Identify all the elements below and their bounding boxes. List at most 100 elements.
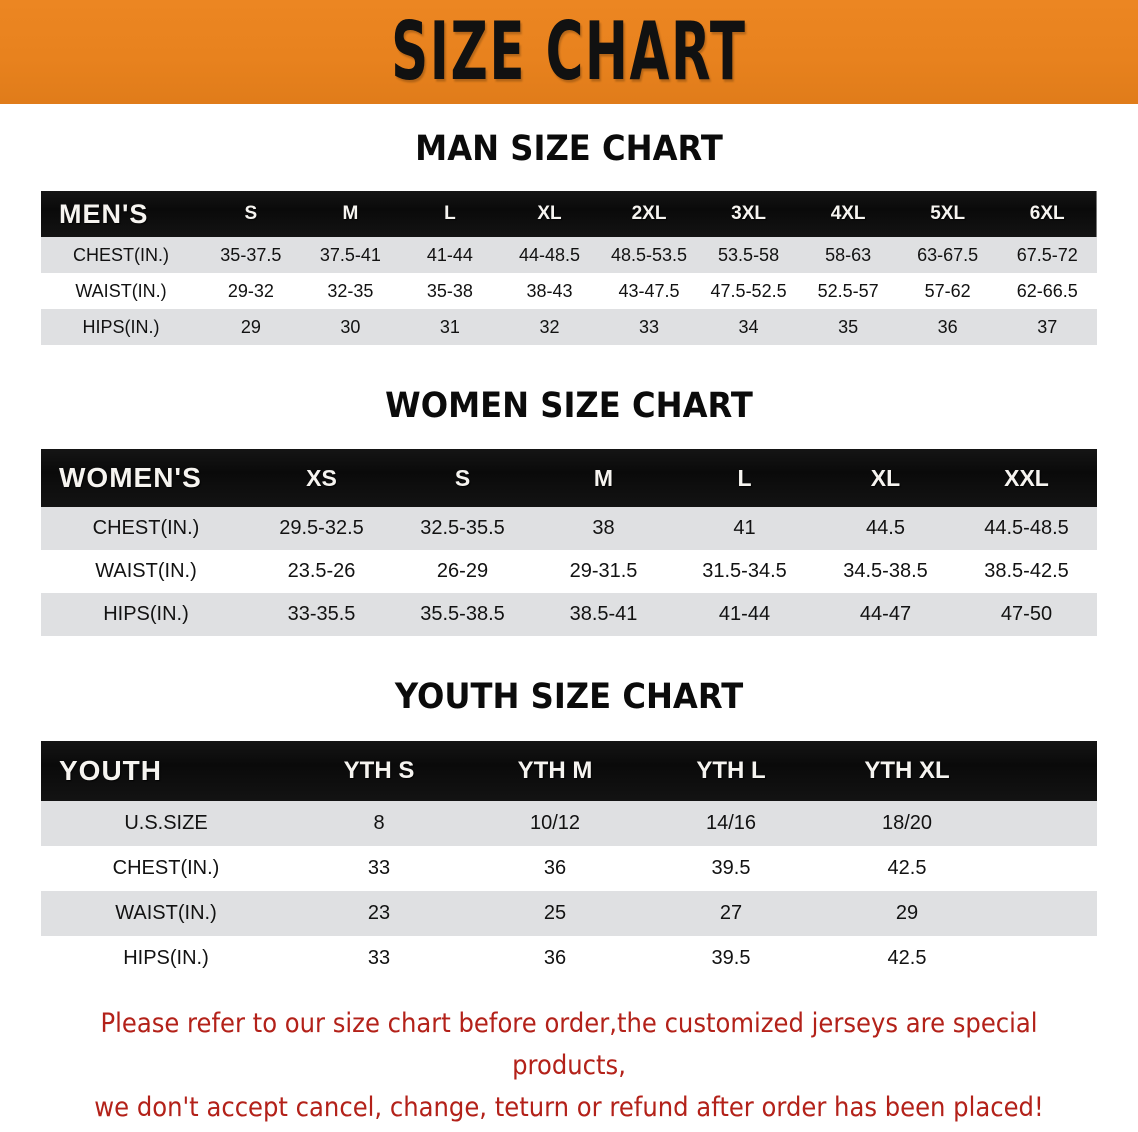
men-cell-0-1: 37.5-41: [319, 244, 381, 265]
women-cell-1-3: 31.5-34.5: [702, 560, 787, 582]
men-header-row: MEN'S S M L XL 2XL 3XL 4XL 5XL 6XL: [41, 191, 1097, 237]
table-row: CHEST(IN.) 33 36 39.5 42.5: [41, 846, 1097, 891]
women-col-5: XXL: [1004, 464, 1049, 491]
men-cell-1-1: 32-35: [327, 280, 374, 301]
women-cell-2-4: 44-47: [859, 603, 912, 625]
men-row-1-label: WAIST(IN.): [75, 280, 167, 301]
youth-size-chart-heading: YOUTH SIZE CHART: [394, 677, 744, 717]
youth-col-3: YTH XL: [864, 757, 950, 784]
table-row: CHEST(IN.) 35-37.5 37.5-41 41-44 44-48.5…: [41, 237, 1097, 273]
women-cell-2-1: 35.5-38.5: [420, 603, 505, 625]
youth-size-table: YOUTH YTH S YTH M YTH L YTH XL U.S.SIZE …: [41, 741, 1097, 981]
women-cell-2-5: 47-50: [1000, 603, 1053, 625]
man-size-chart-heading: MAN SIZE CHART: [415, 129, 723, 169]
women-cell-1-5: 38.5-42.5: [984, 560, 1069, 582]
youth-row-2-label: WAIST(IN.): [115, 902, 217, 924]
youth-col-4: [995, 741, 1097, 801]
women-cell-2-3: 41-44: [718, 603, 771, 625]
women-col-1: S: [454, 464, 471, 491]
women-cell-2-0: 33-35.5: [287, 603, 356, 625]
women-cell-2-2: 38.5-41: [569, 603, 638, 625]
women-size-chart-heading: WOMEN SIZE CHART: [385, 386, 753, 426]
men-cell-0-0: 35-37.5: [220, 244, 282, 265]
men-cell-1-3: 38-43: [526, 280, 573, 301]
table-row: HIPS(IN.) 29 30 31 32 33 34 35 36 37: [41, 309, 1097, 345]
youth-cell-1-4: [995, 846, 1097, 891]
youth-cell-2-1: 25: [543, 902, 567, 924]
women-row-1-label: WAIST(IN.): [95, 560, 197, 582]
men-cell-2-3: 32: [539, 316, 560, 337]
women-cell-0-5: 44.5-48.5: [984, 517, 1069, 539]
men-cell-0-6: 58-63: [825, 244, 872, 265]
table-row: CHEST(IN.) 29.5-32.5 32.5-35.5 38 41 44.…: [41, 507, 1097, 550]
women-col-4: XL: [870, 464, 901, 491]
men-cell-0-3: 44-48.5: [518, 244, 580, 265]
women-row-2-label: HIPS(IN.): [103, 603, 189, 625]
youth-table-header: YOUTH YTH S YTH M YTH L YTH XL: [41, 741, 1097, 801]
men-cell-2-4: 33: [639, 316, 660, 337]
men-cell-2-5: 34: [738, 316, 759, 337]
women-cell-1-1: 26-29: [436, 560, 489, 582]
men-cell-2-0: 29: [240, 316, 261, 337]
men-cell-1-7: 57-62: [924, 280, 971, 301]
youth-cell-2-2: 27: [719, 902, 743, 924]
men-col-3: XL: [537, 203, 562, 224]
youth-cell-1-3: 42.5: [887, 857, 927, 879]
youth-cell-3-4: [995, 936, 1097, 981]
youth-cell-0-0: 8: [373, 812, 385, 834]
youth-cell-0-2: 14/16: [705, 812, 757, 834]
women-col-0: XS: [306, 464, 337, 491]
men-corner-label: MEN'S: [59, 198, 149, 229]
men-table-header: MEN'S S M L XL 2XL 3XL 4XL 5XL 6XL: [41, 191, 1097, 237]
youth-cell-3-3: 42.5: [887, 947, 927, 969]
women-table-body: CHEST(IN.) 29.5-32.5 32.5-35.5 38 41 44.…: [41, 507, 1097, 636]
men-cell-1-6: 52.5-57: [817, 280, 879, 301]
youth-col-1: YTH M: [517, 757, 593, 784]
men-col-2: L: [444, 203, 456, 224]
men-cell-1-8: 62-66.5: [1016, 280, 1078, 301]
page-title: SIZE CHART: [391, 4, 747, 99]
youth-header-row: YOUTH YTH S YTH M YTH L YTH XL: [41, 741, 1097, 801]
youth-cell-2-0: 23: [367, 902, 391, 924]
youth-row-1-label: CHEST(IN.): [112, 857, 220, 879]
youth-table-body: U.S.SIZE 8 10/12 14/16 18/20 CHEST(IN.) …: [41, 801, 1097, 981]
youth-cell-0-3: 18/20: [881, 812, 933, 834]
men-row-2-label: HIPS(IN.): [82, 316, 160, 337]
men-cell-2-2: 31: [439, 316, 460, 337]
men-col-0: S: [244, 203, 258, 224]
men-col-4: 2XL: [631, 203, 667, 224]
men-cell-0-4: 48.5-53.5: [610, 244, 688, 265]
men-cell-2-7: 36: [937, 316, 958, 337]
men-cell-1-4: 43-47.5: [618, 280, 680, 301]
men-row-0-label: CHEST(IN.): [73, 244, 170, 265]
men-cell-1-2: 35-38: [426, 280, 473, 301]
youth-cell-3-2: 39.5: [711, 947, 751, 969]
table-row: U.S.SIZE 8 10/12 14/16 18/20: [41, 801, 1097, 846]
men-cell-0-7: 63-67.5: [917, 244, 979, 265]
women-table-header: WOMEN'S XS S M L XL XXL: [41, 449, 1097, 507]
men-cell-0-8: 67.5-72: [1016, 244, 1078, 265]
women-corner-label: WOMEN'S: [59, 462, 202, 493]
table-row: WAIST(IN.) 23 25 27 29: [41, 891, 1097, 936]
table-row: WAIST(IN.) 23.5-26 26-29 29-31.5 31.5-34…: [41, 550, 1097, 593]
women-cell-1-2: 29-31.5: [569, 560, 638, 582]
youth-cell-1-1: 36: [543, 857, 567, 879]
youth-cell-2-4: [995, 891, 1097, 936]
men-cell-0-5: 53.5-58: [718, 244, 780, 265]
women-size-table: WOMEN'S XS S M L XL XXL CHEST(IN.) 29.5-…: [41, 449, 1097, 636]
women-row-0-label: CHEST(IN.): [92, 517, 200, 539]
youth-cell-1-2: 39.5: [711, 857, 751, 879]
youth-cell-0-4: [995, 801, 1097, 846]
women-cell-0-0: 29.5-32.5: [279, 517, 364, 539]
table-row: WAIST(IN.) 29-32 32-35 35-38 38-43 43-47…: [41, 273, 1097, 309]
men-cell-2-1: 30: [340, 316, 361, 337]
women-cell-0-1: 32.5-35.5: [420, 517, 505, 539]
women-col-2: M: [593, 464, 614, 491]
youth-cell-3-0: 33: [367, 947, 391, 969]
table-row: HIPS(IN.) 33 36 39.5 42.5: [41, 936, 1097, 981]
women-cell-0-3: 41: [733, 517, 756, 539]
table-row: HIPS(IN.) 33-35.5 35.5-38.5 38.5-41 41-4…: [41, 593, 1097, 636]
youth-col-2: YTH L: [696, 757, 766, 784]
youth-cell-2-3: 29: [895, 902, 919, 924]
youth-cell-1-0: 33: [367, 857, 391, 879]
